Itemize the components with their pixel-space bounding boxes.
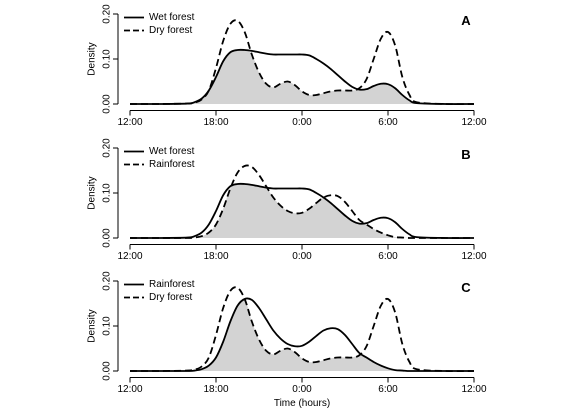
density-line <box>129 297 474 372</box>
x-tick-label: 18:00 <box>203 117 228 128</box>
x-tick-label: 12:00 <box>461 251 486 262</box>
density-line <box>129 19 475 106</box>
panel-label: C <box>461 280 471 295</box>
x-tick-label: 12:00 <box>461 384 486 395</box>
density-line <box>129 182 475 239</box>
panel-label: A <box>461 13 471 28</box>
y-tick-label: 0.20 <box>102 4 113 24</box>
legend-label: Wet forest <box>149 12 195 23</box>
overlap-area <box>130 49 474 105</box>
legend-label: Rainforest <box>149 279 195 290</box>
y-tick-label: 0.20 <box>102 271 113 291</box>
panel: 12:00 18:00 0:00 6:00 12:00 0.00 0.10 0.20 Densi… <box>87 271 487 409</box>
panel: 12:00 18:00 0:00 6:00 12:00 0.00 0.10 0.20 Densi… <box>87 138 487 262</box>
y-tick-label: 0.10 <box>102 183 113 203</box>
legend-label: Dry forest <box>149 292 193 303</box>
legend-label: Wet forest <box>149 146 195 157</box>
x-tick-label: 12:00 <box>117 384 142 395</box>
y-tick-label: 0.00 <box>102 361 113 381</box>
x-tick-label: 6:00 <box>378 117 398 128</box>
panel: 12:00 18:00 0:00 6:00 12:00 0.00 0.10 0.20 Densi… <box>87 4 487 128</box>
y-tick-label: 0.10 <box>102 49 113 69</box>
y-axis-label: Density <box>87 42 98 75</box>
x-axis-label: Time (hours) <box>274 398 330 409</box>
y-axis-label: Density <box>87 176 98 209</box>
x-tick-label: 12:00 <box>117 117 142 128</box>
x-tick-label: 6:00 <box>378 384 398 395</box>
x-tick-label: 18:00 <box>203 251 228 262</box>
density-line <box>129 164 474 239</box>
y-axis-label: Density <box>87 309 98 342</box>
y-tick-label: 0.00 <box>102 228 113 248</box>
x-tick-label: 0:00 <box>292 117 312 128</box>
x-tick-label: 6:00 <box>378 251 398 262</box>
x-tick-label: 18:00 <box>203 384 228 395</box>
overlap-area <box>130 183 474 239</box>
x-tick-label: 0:00 <box>292 384 312 395</box>
x-tick-label: 12:00 <box>117 251 142 262</box>
y-tick-label: 0.00 <box>102 94 113 114</box>
panel-label: B <box>461 147 470 162</box>
density-line <box>129 286 475 373</box>
x-tick-label: 0:00 <box>292 251 312 262</box>
density-line <box>129 48 475 105</box>
overlap-area <box>130 298 474 372</box>
legend-label: Dry forest <box>149 25 193 36</box>
y-tick-label: 0.20 <box>102 138 113 158</box>
legend-label: Rainforest <box>149 159 195 170</box>
y-tick-label: 0.10 <box>102 316 113 336</box>
x-tick-label: 12:00 <box>461 117 486 128</box>
